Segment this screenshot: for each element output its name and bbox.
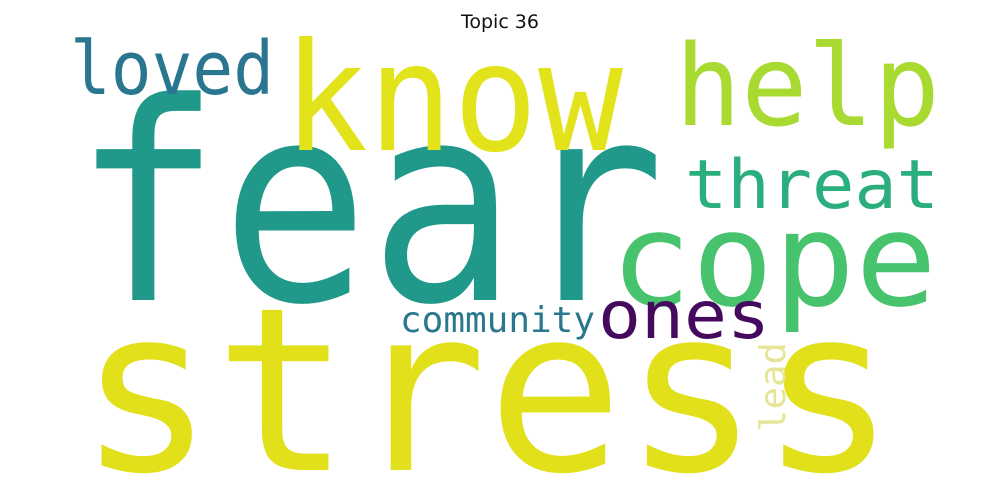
word-stress: stress <box>78 258 896 500</box>
word-help: help <box>675 22 940 152</box>
word-fear: fear <box>73 45 665 366</box>
word-threat: threat <box>685 146 939 225</box>
word-know: know <box>283 12 624 186</box>
word-loved: loved <box>70 26 274 112</box>
word-ones: ones <box>598 277 770 354</box>
word-community: community <box>400 300 595 341</box>
word-cope: cope <box>610 184 937 336</box>
figure-title: Topic 36 <box>460 11 539 33</box>
word-lead: lead <box>753 342 794 432</box>
